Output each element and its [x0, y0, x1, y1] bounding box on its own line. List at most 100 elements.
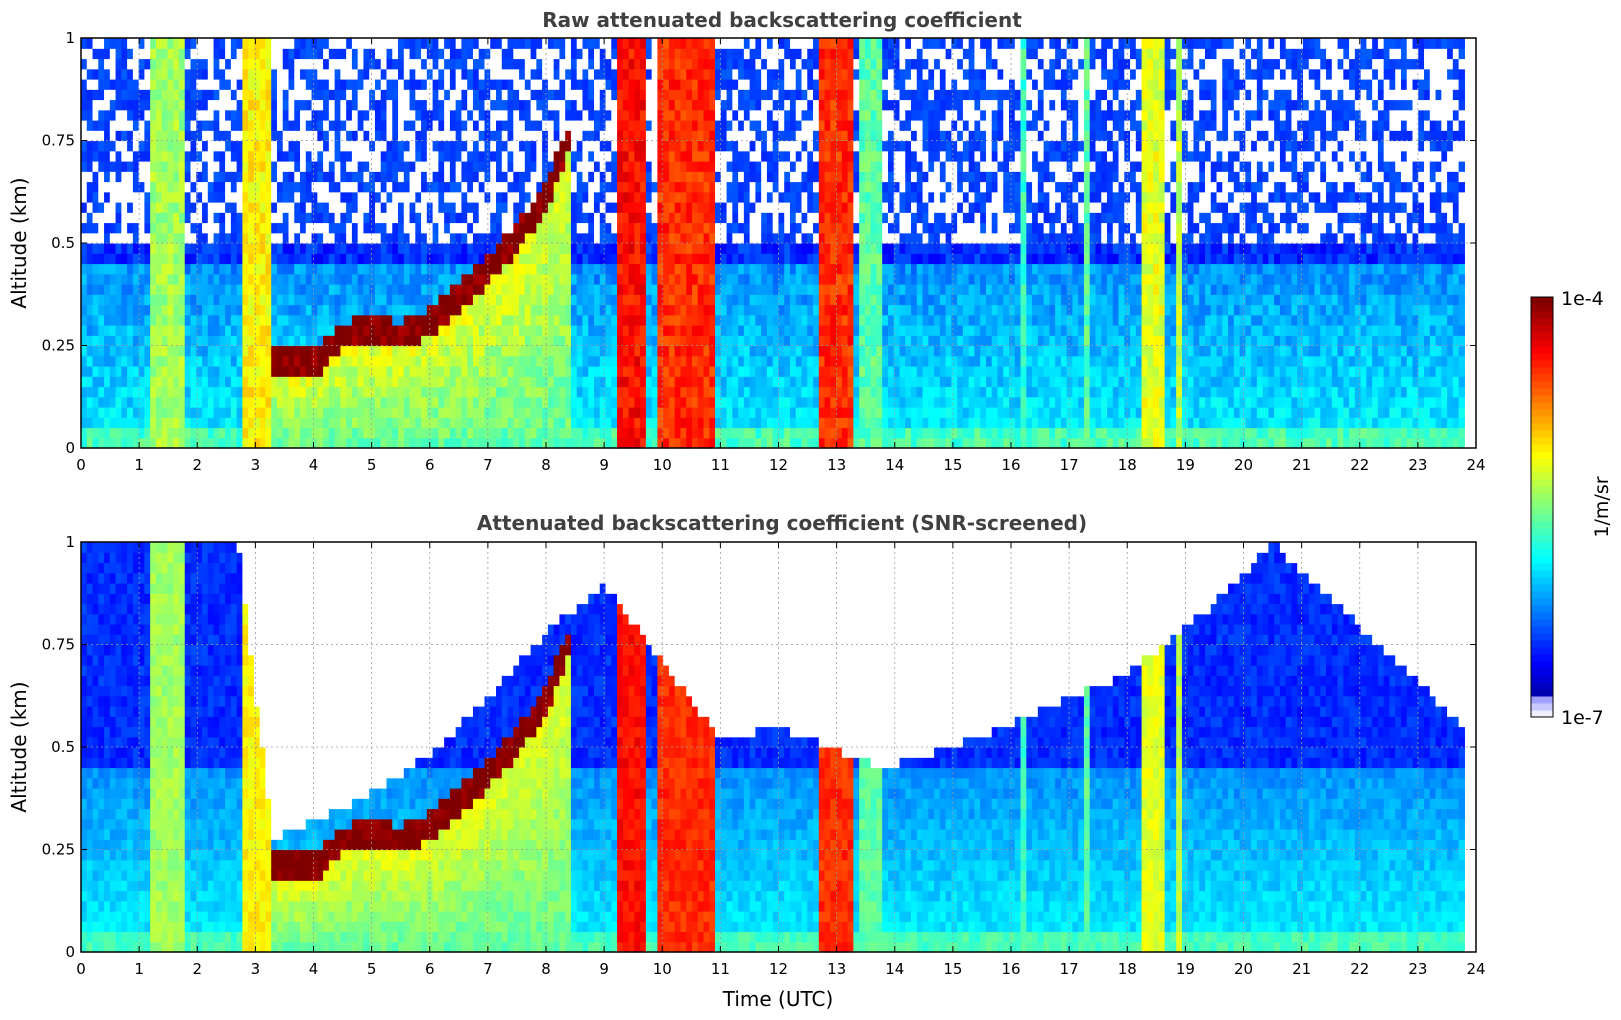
heat-cell: [369, 407, 376, 418]
heat-cell: [743, 68, 751, 80]
heat-cell: [155, 376, 163, 388]
heat-cell: [288, 376, 295, 388]
heat-cell: [709, 325, 716, 336]
heat-cell: [795, 171, 803, 183]
heat-cell: [219, 335, 226, 347]
heat-cell: [207, 263, 215, 275]
heat-cell: [207, 253, 215, 265]
heat-cell: [732, 99, 739, 111]
heat-cell: [86, 202, 94, 213]
heat-cell: [271, 335, 278, 347]
heat-cell: [225, 99, 232, 111]
heat-cell: [432, 38, 439, 49]
heat-cell: [121, 99, 128, 111]
heat-cell: [772, 294, 780, 306]
heat-cell: [409, 345, 416, 357]
heat-cell: [167, 314, 174, 326]
heat-cell: [576, 212, 584, 224]
heat-cell: [127, 79, 134, 90]
heat-cell: [743, 48, 751, 60]
heat-cell: [317, 273, 324, 285]
heat-cell: [680, 48, 687, 60]
heat-cell: [594, 58, 601, 70]
heat-cell: [530, 120, 537, 131]
heat-cell: [161, 181, 169, 193]
heat-cell: [680, 191, 687, 203]
heat-cell: [519, 68, 526, 80]
heat-cell: [605, 222, 612, 234]
heat-cell: [507, 294, 514, 306]
heat-cell: [196, 263, 203, 275]
heat-cell: [784, 243, 791, 254]
heat-cell: [559, 284, 566, 295]
heat-cell: [92, 161, 99, 172]
heat-cell: [225, 355, 232, 367]
heat-cell: [86, 150, 94, 162]
heat-cell: [755, 89, 762, 101]
heat-cell: [686, 437, 693, 449]
heat-cell: [271, 294, 278, 306]
heat-cell: [772, 417, 780, 429]
heat-cell: [184, 243, 192, 254]
heat-cell: [726, 427, 733, 439]
heat-cell: [703, 355, 710, 367]
heat-cell: [328, 253, 336, 265]
heat-cell: [121, 202, 128, 213]
heat-cell: [674, 171, 682, 183]
heat-cell: [328, 417, 336, 429]
heat-cell: [213, 263, 220, 275]
heat-cell: [628, 68, 635, 80]
heat-cell: [634, 48, 641, 60]
heat-cell: [340, 140, 347, 152]
heat-cell: [236, 427, 243, 439]
heat-cell: [340, 161, 347, 172]
heat-cell: [294, 366, 301, 377]
heat-cell: [374, 417, 382, 429]
heat-cell: [542, 417, 549, 429]
heat-cell: [196, 376, 203, 388]
heat-cell: [576, 181, 584, 193]
heat-cell: [651, 171, 658, 183]
heat-cell: [680, 325, 687, 336]
heat-cell: [248, 355, 255, 367]
heat-cell: [501, 48, 509, 60]
heat-cell: [467, 304, 474, 316]
heat-cell: [219, 243, 226, 254]
heat-cell: [755, 161, 762, 172]
heat-cell: [242, 181, 249, 193]
heat-cell: [542, 171, 549, 183]
heat-cell: [317, 294, 324, 306]
heat-cell: [691, 171, 699, 183]
heat-cell: [305, 294, 313, 306]
heat-cell: [351, 366, 359, 377]
heat-cell: [640, 243, 647, 254]
heat-cell: [547, 181, 555, 193]
heat-cell: [536, 284, 543, 295]
heat-cell: [599, 314, 607, 326]
heat-cell: [282, 376, 290, 388]
heat-cell: [98, 325, 105, 336]
heat-cell: [519, 427, 526, 439]
heat-cell: [109, 273, 117, 285]
heat-cell: [173, 232, 180, 244]
heat-cell: [634, 366, 641, 377]
heat-cell: [178, 58, 186, 70]
heat-cell: [276, 171, 284, 183]
heat-cell: [715, 120, 722, 131]
heat-cell: [409, 366, 416, 377]
heat-cell: [490, 396, 497, 408]
heat-cell: [328, 325, 336, 336]
heat-cell: [363, 58, 370, 70]
heat-cell: [784, 58, 791, 70]
heat-cell: [455, 140, 463, 152]
heat-cell: [155, 243, 163, 254]
heat-cell: [657, 202, 664, 213]
heat-cell: [334, 79, 341, 90]
heat-cell: [738, 68, 745, 80]
heat-cell: [305, 304, 313, 316]
heat-cell: [732, 130, 739, 142]
heat-cell: [155, 407, 163, 418]
heat-cell: [605, 38, 612, 49]
heat-cell: [127, 284, 134, 295]
heat-cell: [86, 38, 94, 49]
